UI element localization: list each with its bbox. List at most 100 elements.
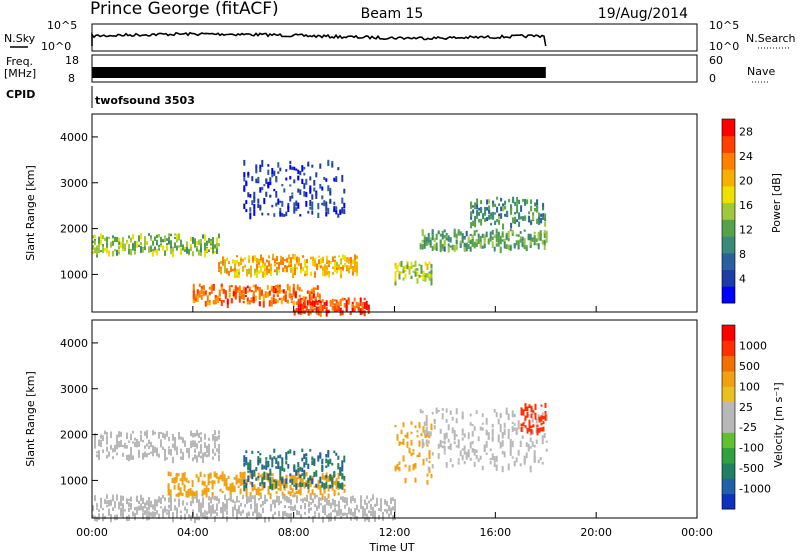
data-cell (282, 267, 284, 272)
data-cell (246, 496, 248, 500)
data-cell (245, 457, 248, 463)
data-cell (280, 297, 283, 305)
data-cell (281, 479, 284, 484)
data-cell (168, 449, 170, 455)
data-cell (264, 516, 266, 523)
data-cell (517, 449, 520, 456)
data-cell (248, 300, 251, 305)
data-cell (154, 250, 156, 253)
data-cell (286, 283, 289, 291)
data-cell (210, 239, 212, 242)
data-cell (234, 292, 237, 294)
data-cell (216, 244, 218, 250)
data-cell (530, 429, 533, 435)
data-cell (339, 298, 342, 303)
data-cell (272, 294, 275, 298)
data-cell (184, 440, 186, 447)
data-cell (268, 291, 271, 296)
data-cell (301, 481, 304, 484)
data-cell (281, 491, 284, 496)
data-cell (523, 419, 526, 424)
data-cell (343, 202, 346, 209)
data-cell (339, 299, 342, 306)
data-cell (532, 424, 535, 428)
data-cell (428, 275, 431, 281)
data-cell (247, 470, 250, 473)
data-cell (497, 418, 500, 425)
data-cell (431, 229, 434, 235)
data-cell (334, 263, 336, 268)
data-cell (148, 500, 150, 507)
data-cell (441, 243, 444, 249)
data-cell (338, 255, 340, 258)
data-cell (427, 466, 430, 471)
data-cell (132, 455, 134, 458)
data-cell (243, 479, 246, 485)
data-cell (158, 454, 160, 457)
data-cell (394, 508, 396, 514)
data-cell (200, 449, 202, 454)
data-cell (249, 212, 252, 220)
data-cell (226, 268, 228, 274)
data-cell (221, 474, 224, 479)
data-cell (532, 410, 535, 413)
data-cell (469, 233, 472, 236)
data-cell (463, 461, 466, 465)
data-cell (299, 466, 302, 472)
data-cell (294, 267, 296, 272)
data-cell (425, 237, 428, 242)
data-cell (303, 473, 306, 480)
data-cell (132, 441, 134, 444)
data-cell (174, 505, 176, 511)
data-cell (310, 502, 312, 505)
time-tick-label: 00:00 (76, 526, 108, 539)
data-cell (307, 463, 310, 469)
data-cell (246, 270, 248, 277)
data-cell (529, 238, 532, 245)
data-cell (388, 513, 390, 518)
range-tick-label: 4000 (60, 337, 88, 350)
data-cell (275, 202, 278, 207)
data-cell (166, 509, 168, 512)
data-cell (340, 266, 342, 270)
data-cell (297, 474, 300, 480)
data-cell (467, 449, 470, 454)
data-cell (287, 490, 290, 495)
data-cell (112, 495, 114, 498)
data-cell (259, 187, 262, 193)
data-cell (170, 233, 172, 237)
data-cell (174, 441, 176, 447)
data-cell (241, 472, 244, 478)
data-cell (509, 438, 512, 443)
data-cell (254, 295, 257, 302)
data-cell (312, 261, 314, 267)
data-cell (204, 433, 206, 440)
data-cell (290, 301, 293, 304)
data-cell (289, 164, 292, 170)
data-cell (498, 214, 501, 220)
data-cell (278, 287, 281, 294)
data-cell (238, 296, 241, 303)
data-cell (218, 262, 220, 267)
data-cell (116, 452, 118, 456)
data-cell (243, 188, 246, 191)
data-cell (321, 299, 324, 303)
data-cell (364, 508, 366, 514)
data-cell (317, 212, 320, 218)
data-cell (134, 251, 136, 255)
data-cell (258, 289, 261, 296)
data-cell (180, 510, 182, 514)
data-cell (146, 241, 148, 244)
data-cell (525, 426, 528, 429)
data-cell (225, 483, 228, 488)
data-cell (376, 498, 378, 504)
data-cell (443, 433, 446, 440)
data-cell (106, 242, 108, 249)
data-cell (498, 219, 501, 225)
data-cell (374, 517, 376, 522)
data-cell (410, 439, 413, 446)
data-cell (142, 497, 144, 503)
data-cell (337, 455, 340, 460)
data-cell (184, 249, 186, 252)
data-cell (344, 255, 346, 262)
